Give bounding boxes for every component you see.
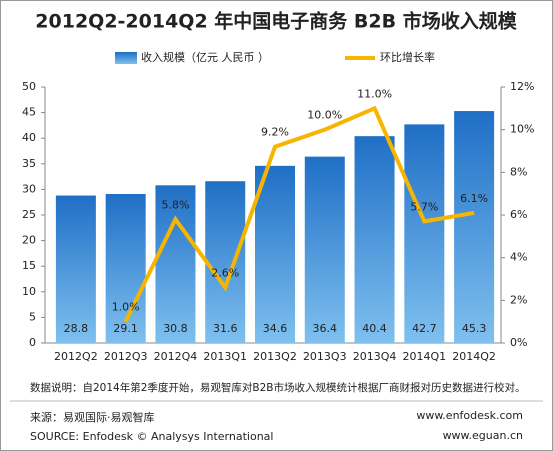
url: www.enfodesk.com [416, 409, 523, 422]
y2-tick-label: 0% [510, 336, 527, 349]
data-label: 6.1% [460, 192, 488, 205]
y2-tick-label: 10% [510, 123, 534, 136]
data-label: 28.8 [64, 322, 89, 335]
data-label: 2.6% [211, 267, 239, 280]
bar [155, 185, 196, 343]
y2-tick-label: 12% [510, 80, 534, 93]
data-label: 5.8% [161, 198, 189, 211]
url: www.eguan.cn [443, 429, 523, 442]
y2-tick-label: 2% [510, 293, 527, 306]
y-tick-label: 35 [22, 157, 36, 170]
legend-label: 环比增长率 [380, 50, 435, 64]
x-tick-label: 2014Q1 [403, 350, 447, 363]
x-tick-label: 2012Q3 [104, 350, 148, 363]
legend-label: 收入规模（亿元 人民币 ） [141, 50, 269, 64]
data-label: 1.0% [112, 301, 140, 314]
data-label: 34.6 [263, 322, 288, 335]
data-label: 40.4 [362, 322, 387, 335]
y2-tick-label: 6% [510, 208, 527, 221]
bar [404, 124, 445, 343]
data-label: 36.4 [313, 322, 338, 335]
chart-title: 2012Q2-2014Q2 年中国电子商务 B2B 市场收入规模 [35, 10, 517, 33]
x-tick-label: 2014Q2 [452, 350, 496, 363]
y-tick-label: 10 [22, 285, 36, 298]
source: 来源：易观国际·易观智库 [30, 410, 155, 424]
y-tick-label: 20 [22, 234, 36, 247]
y-tick-label: 0 [29, 336, 36, 349]
note: 数据说明：自2014年第2季度开始，易观智库对B2B市场收入规模统计根据厂商财报… [30, 381, 526, 394]
x-tick-label: 2012Q2 [54, 350, 98, 363]
y-tick-label: 45 [22, 106, 36, 119]
bar [354, 136, 395, 343]
x-tick-label: 2013Q2 [253, 350, 297, 363]
x-tick-label: 2013Q1 [203, 350, 247, 363]
bar [304, 156, 345, 343]
data-label: 11.0% [357, 87, 392, 100]
source-en: SOURCE: Enfodesk © Analysys Internationa… [30, 430, 273, 443]
data-label: 29.1 [113, 322, 138, 335]
y2-tick-label: 4% [510, 251, 527, 264]
x-tick-label: 2012Q4 [154, 350, 198, 363]
x-tick-label: 2013Q3 [303, 350, 347, 363]
y-tick-label: 15 [22, 259, 36, 272]
data-label: 5.7% [410, 200, 438, 213]
y-tick-label: 40 [22, 131, 36, 144]
data-label: 10.0% [307, 109, 342, 122]
data-label: 30.8 [163, 322, 188, 335]
y-tick-label: 30 [22, 182, 36, 195]
line [123, 105, 475, 323]
y-tick-label: 5 [29, 310, 36, 323]
legend-swatch [115, 52, 137, 64]
y-tick-label: 25 [22, 208, 36, 221]
bar [205, 181, 246, 343]
x-tick-label: 2013Q4 [353, 350, 397, 363]
data-label: 42.7 [412, 322, 437, 335]
data-label: 9.2% [261, 126, 289, 139]
bar [454, 111, 495, 344]
data-label: 45.3 [462, 322, 487, 335]
y-tick-label: 50 [22, 80, 36, 93]
bar [255, 165, 295, 343]
data-label: 31.6 [213, 322, 238, 335]
bar [55, 195, 96, 343]
y2-tick-label: 8% [510, 165, 527, 178]
